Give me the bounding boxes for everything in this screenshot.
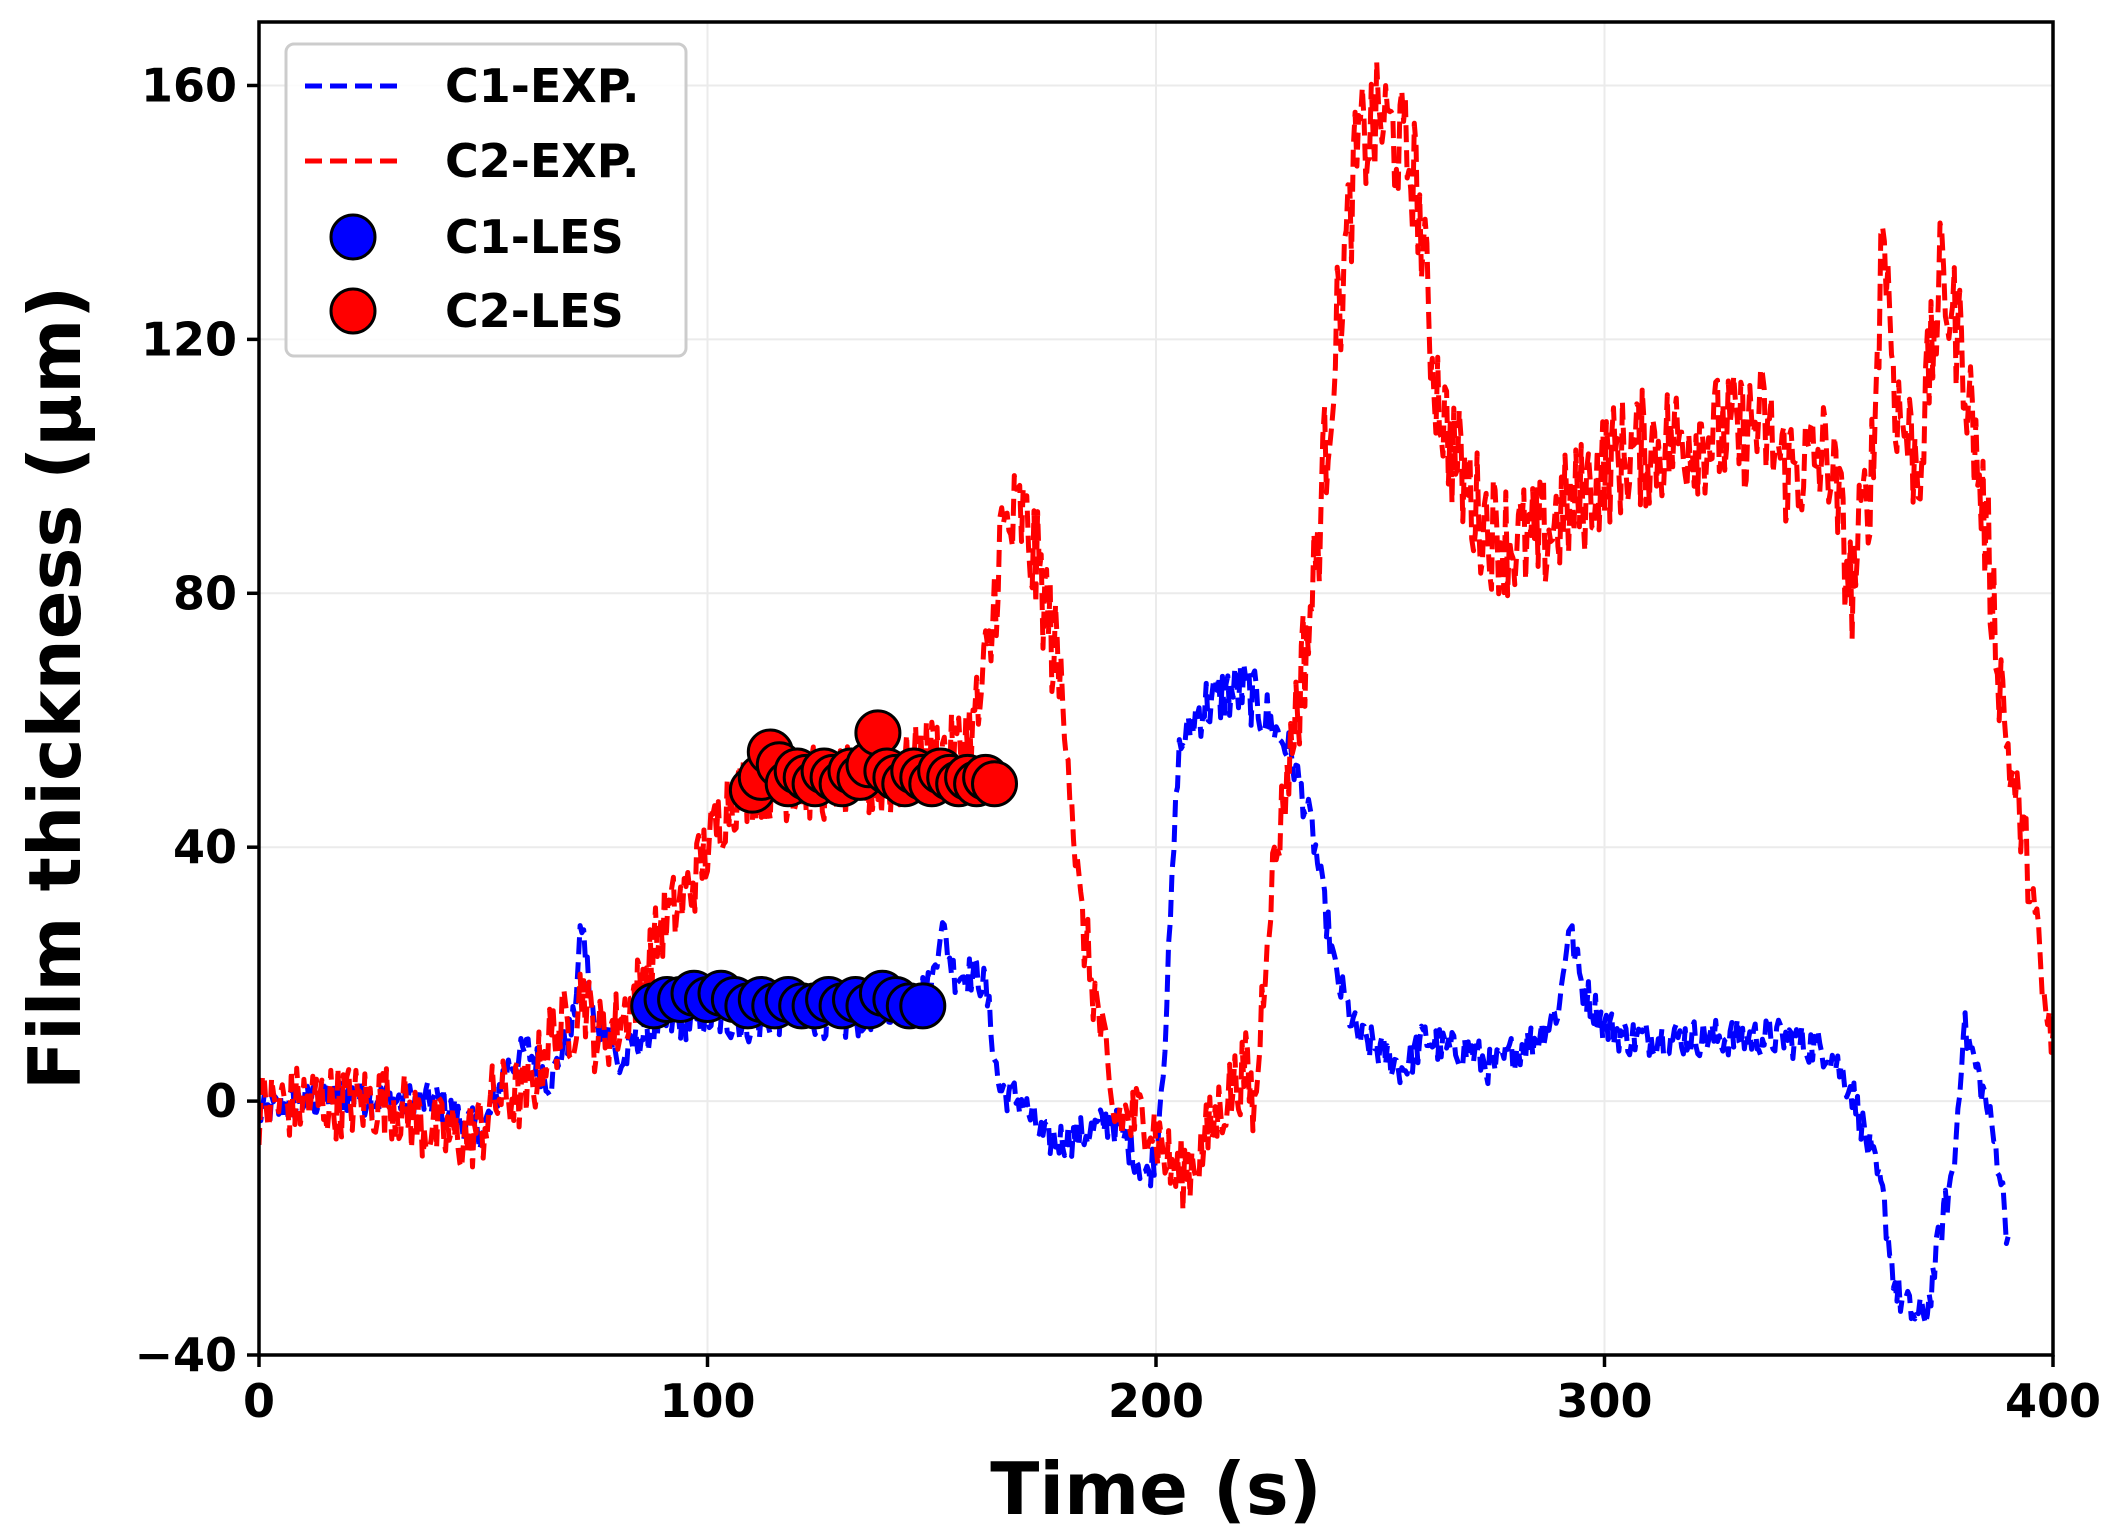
legend-box: [284, 42, 688, 358]
data-point-c1-les: [899, 982, 947, 1030]
x-tick-label: 300: [1556, 1374, 1652, 1428]
series-layer: [259, 59, 2053, 1327]
series-line-c1-exp: [259, 662, 2011, 1327]
x-tick-label: 100: [659, 1374, 755, 1428]
data-point-c2-les: [854, 709, 902, 757]
y-axis-title: Film thickness (μm): [13, 286, 97, 1090]
legend-label-c2-les: C2-LES: [445, 284, 624, 338]
y-tick-label: 160: [141, 58, 237, 112]
legend-swatch-c1-les: [329, 213, 377, 261]
x-tick-label: 0: [243, 1374, 275, 1428]
x-tick-label: 200: [1108, 1374, 1204, 1428]
y-tick-label: 80: [173, 566, 237, 620]
x-tick-label: 400: [2005, 1374, 2101, 1428]
y-tick-label: 0: [205, 1074, 237, 1128]
y-tick-label: 120: [141, 312, 237, 366]
data-point-c2-les: [971, 760, 1018, 808]
y-tick-label: −40: [134, 1328, 237, 1382]
series-line-c2-exp: [259, 59, 2053, 1213]
x-axis-title: Time (s): [990, 1447, 1321, 1531]
legend-label-c1-les: C1-LES: [445, 210, 624, 264]
legend-swatch-c2-les: [329, 287, 377, 335]
y-tick-label: 40: [173, 820, 237, 874]
legend: C1-EXP. C2-EXP. C1-LES C2-LES: [284, 42, 688, 358]
legend-label-c1-exp: C1-EXP.: [445, 59, 640, 113]
legend-label-c2-exp: C2-EXP.: [445, 134, 640, 188]
